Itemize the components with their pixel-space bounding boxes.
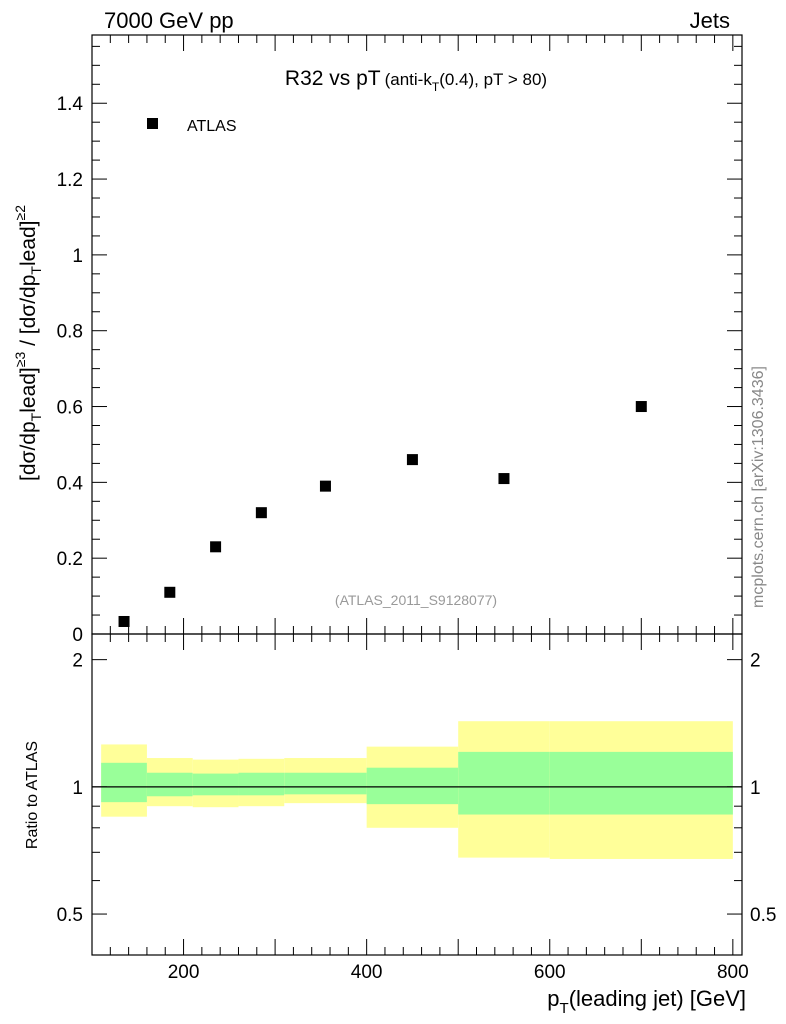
x-tick-label: 400	[351, 962, 383, 983]
data-point-5	[406, 454, 418, 466]
x-tick-label: 200	[168, 962, 200, 983]
data-point-7	[635, 401, 647, 413]
legend-label: ATLAS	[187, 118, 237, 135]
main-y-tick-label: 1.4	[57, 94, 84, 115]
inner-band-bin-3	[238, 772, 285, 796]
ratio-y-tick-label: 0.5	[57, 905, 83, 926]
ratio-plot-frame	[91, 633, 743, 956]
ratio-y-axis-label: Ratio to ATLAS	[24, 741, 41, 849]
main-y-tick-label: 0.8	[57, 322, 83, 343]
data-point-2	[210, 541, 222, 553]
axis-ticks	[91, 35, 742, 955]
inner-band-bin-0	[101, 762, 147, 803]
ratio-y-tick-label-right: 1	[750, 778, 761, 799]
data-point-3	[255, 507, 267, 519]
inner-band-bin-7	[549, 751, 733, 815]
ratio-y-tick-label: 2	[72, 651, 83, 672]
main-y-tick-label: 1	[72, 246, 83, 267]
main-y-tick-label: 0.6	[57, 398, 83, 419]
main-y-tick-label: 0.4	[57, 473, 84, 494]
x-tick-label: 600	[534, 962, 566, 983]
main-y-tick-label: 0	[72, 625, 83, 646]
inner-band-bin-2	[192, 773, 239, 796]
main-y-tick-label: 0.2	[57, 549, 83, 570]
x-axis-label: pT(leading jet) [GeV]	[547, 986, 746, 1017]
inner-band-bin-5	[366, 767, 459, 805]
inner-band-bin-6	[458, 751, 550, 815]
ratio-y-tick-label: 1	[72, 778, 83, 799]
inner-band-bin-4	[284, 772, 367, 795]
data-points	[118, 401, 647, 627]
axis-tick-labels: 0 0.2 0.4 0.6 0.8 1 1.2 1.4 200 400 600 800 0.5 0.5 1 1…	[57, 94, 777, 983]
ratio-y-tick-label-right: 2	[750, 651, 761, 672]
data-point-1	[164, 586, 176, 598]
data-point-4	[319, 480, 331, 492]
data-point-0	[118, 615, 130, 627]
side-source-label: mcplots.cern.ch [arXiv:1306.3436]	[750, 366, 767, 608]
header-energy-label: 7000 GeV pp	[104, 8, 234, 33]
header-process-label: Jets	[690, 8, 730, 33]
ratio-bands	[101, 721, 733, 859]
main-y-axis-label: [dσ/dpTlead]≥3 / [dσ/dpTlead]≥2	[12, 205, 44, 481]
data-point-6	[498, 473, 510, 485]
legend-marker	[147, 118, 158, 129]
plot-title: R32 vs pT (anti-kT(0.4), pT > 80)	[285, 67, 547, 94]
ratio-y-tick-label-right: 0.5	[750, 905, 776, 926]
main-y-tick-label: 1.2	[57, 170, 83, 191]
x-tick-label: 800	[717, 962, 749, 983]
analysis-watermark: (ATLAS_2011_S9128077)	[335, 592, 497, 608]
inner-band-bin-1	[146, 772, 193, 797]
